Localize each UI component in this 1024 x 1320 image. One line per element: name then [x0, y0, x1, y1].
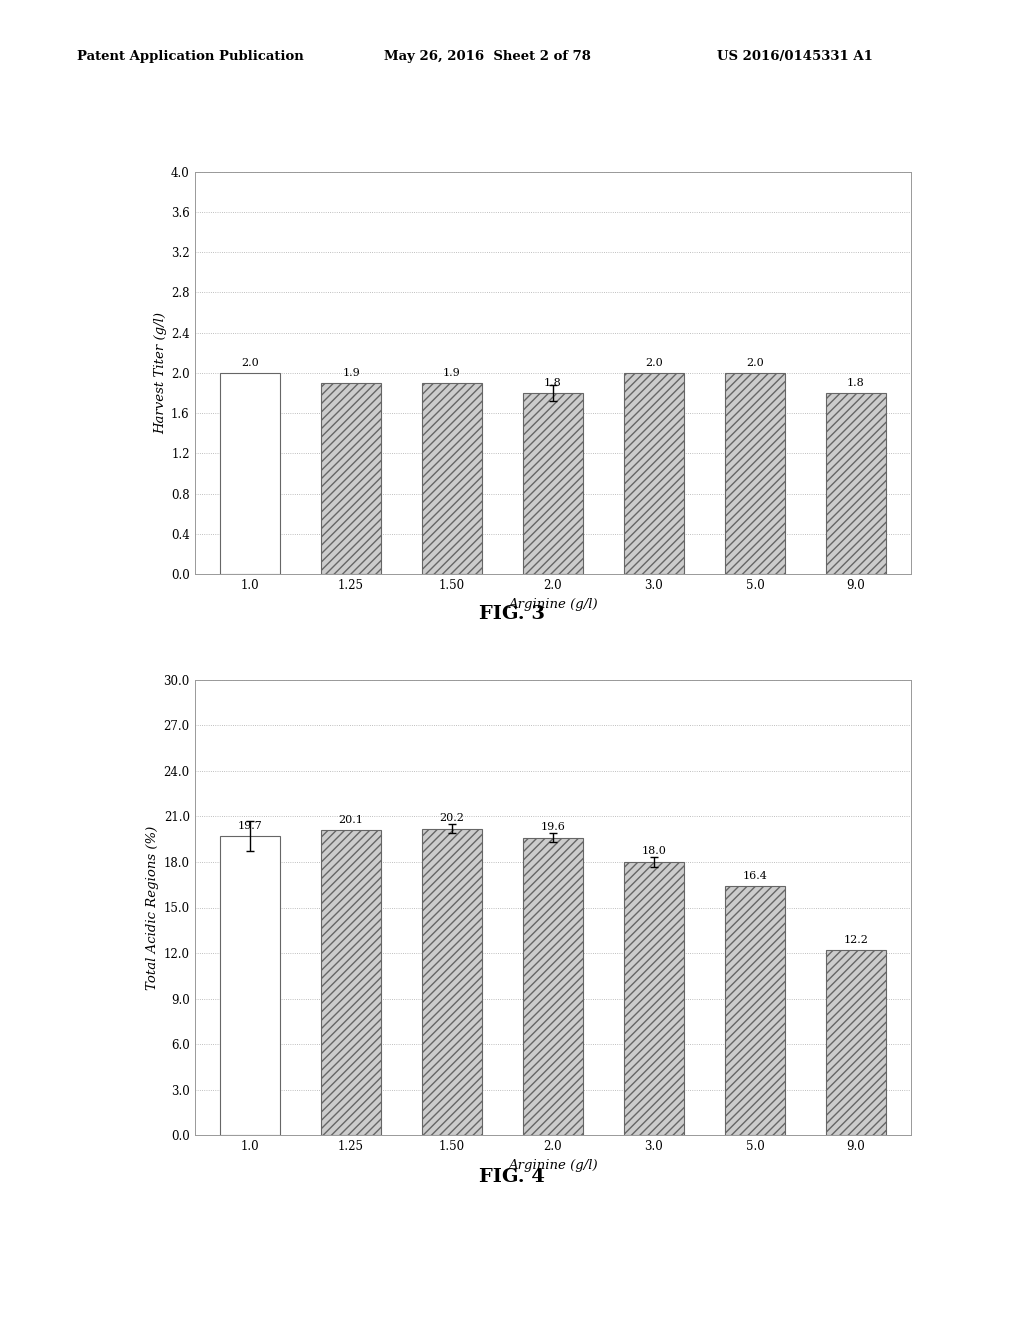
- Bar: [825, 393, 886, 574]
- Text: 18.0: 18.0: [641, 846, 667, 857]
- Text: 1.8: 1.8: [544, 379, 562, 388]
- Bar: [725, 886, 785, 1135]
- Text: 2.0: 2.0: [242, 358, 259, 368]
- Bar: [422, 383, 482, 574]
- Text: 1.9: 1.9: [342, 368, 359, 378]
- Text: 19.6: 19.6: [541, 822, 565, 832]
- Text: 2.0: 2.0: [645, 358, 663, 368]
- X-axis label: Arginine (g/l): Arginine (g/l): [508, 598, 598, 611]
- Y-axis label: Harvest Titer (g/l): Harvest Titer (g/l): [154, 312, 167, 434]
- Y-axis label: Total Acidic Regions (%): Total Acidic Regions (%): [146, 825, 160, 990]
- Text: 12.2: 12.2: [844, 935, 868, 945]
- Text: 19.7: 19.7: [238, 821, 262, 830]
- Bar: [624, 374, 684, 574]
- Text: 20.2: 20.2: [439, 813, 465, 824]
- Text: 1.8: 1.8: [847, 379, 864, 388]
- Bar: [725, 374, 785, 574]
- X-axis label: Arginine (g/l): Arginine (g/l): [508, 1159, 598, 1172]
- Bar: [522, 838, 584, 1135]
- Text: US 2016/0145331 A1: US 2016/0145331 A1: [717, 50, 872, 63]
- Text: FIG. 3: FIG. 3: [479, 605, 545, 623]
- Text: Patent Application Publication: Patent Application Publication: [77, 50, 303, 63]
- Text: FIG. 4: FIG. 4: [479, 1168, 545, 1187]
- Text: 20.1: 20.1: [339, 814, 364, 825]
- Bar: [825, 950, 886, 1135]
- Bar: [321, 830, 381, 1135]
- Bar: [321, 383, 381, 574]
- Bar: [522, 393, 584, 574]
- Bar: [422, 829, 482, 1135]
- Text: 2.0: 2.0: [746, 358, 764, 368]
- Bar: [220, 836, 281, 1135]
- Bar: [220, 374, 281, 574]
- Text: May 26, 2016  Sheet 2 of 78: May 26, 2016 Sheet 2 of 78: [384, 50, 591, 63]
- Text: 1.9: 1.9: [443, 368, 461, 378]
- Text: 16.4: 16.4: [742, 871, 767, 880]
- Bar: [624, 862, 684, 1135]
